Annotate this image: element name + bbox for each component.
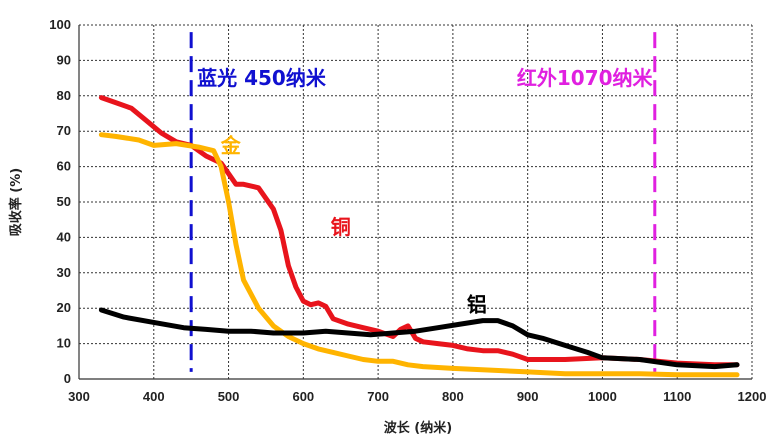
series-line bbox=[98, 132, 740, 378]
x-tick-label: 700 bbox=[367, 389, 389, 404]
marker-label: 红外1070纳米 bbox=[517, 66, 654, 90]
y-tick-label: 90 bbox=[57, 52, 71, 67]
y-tick-label: 50 bbox=[57, 194, 71, 209]
series-label: 铜 bbox=[331, 215, 351, 239]
y-tick-label: 40 bbox=[57, 229, 71, 244]
x-tick-label: 1200 bbox=[738, 389, 767, 404]
marker-label: 蓝光 450纳米 bbox=[197, 66, 327, 90]
wavelength-markers bbox=[189, 32, 657, 372]
y-tick-label: 10 bbox=[57, 336, 71, 351]
series-line bbox=[98, 95, 740, 368]
series-label: 金 bbox=[220, 133, 242, 157]
y-tick-label: 60 bbox=[57, 159, 71, 174]
x-tick-label: 500 bbox=[218, 389, 240, 404]
y-axis-title: 吸收率 (%) bbox=[8, 168, 24, 236]
y-tick-label: 70 bbox=[57, 123, 71, 138]
x-axis-title: 波长 (纳米) bbox=[384, 420, 452, 436]
y-tick-label: 100 bbox=[49, 17, 71, 32]
y-tick-label: 80 bbox=[57, 88, 71, 103]
labels: 300 400 500 600 700 800 900 1000 1100 1200 0 10 20 30… bbox=[49, 17, 766, 404]
series-line bbox=[98, 307, 740, 370]
x-tick-label: 300 bbox=[68, 389, 90, 404]
x-tick-label: 1100 bbox=[663, 389, 691, 404]
y-tick-label: 30 bbox=[57, 265, 71, 280]
y-tick-label: 0 bbox=[64, 371, 71, 386]
x-tick-label: 1000 bbox=[588, 389, 617, 404]
x-tick-label: 800 bbox=[442, 389, 464, 404]
y-tick-label: 20 bbox=[57, 300, 71, 315]
series-label: 铝 bbox=[467, 293, 487, 317]
axes bbox=[78, 25, 752, 380]
x-tick-label: 600 bbox=[292, 389, 314, 404]
x-tick-label: 900 bbox=[517, 389, 539, 404]
series-lines bbox=[98, 95, 740, 378]
x-tick-label: 400 bbox=[143, 389, 165, 404]
